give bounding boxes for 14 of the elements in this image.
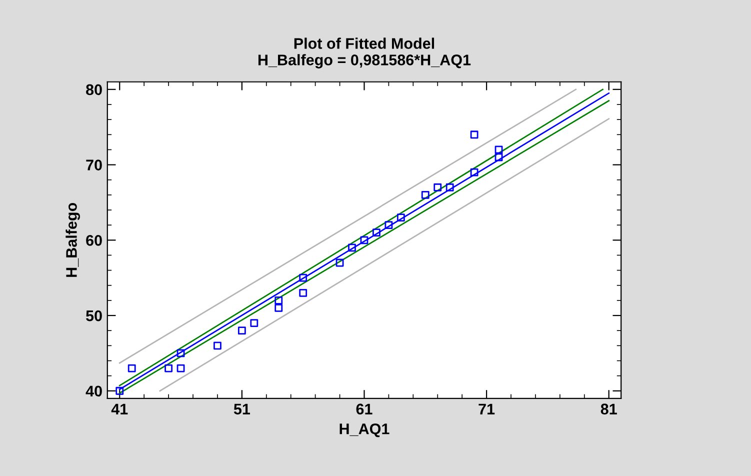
y-tick-label: 50 [86,310,102,322]
x-tick-label: 51 [234,404,250,414]
chart-subtitle: H_Balfego = 0,981586*H_AQ1 [258,54,471,68]
y-tick-label: 70 [86,160,102,170]
x-tick-label: 71 [478,404,495,414]
y-tick-label: 80 [86,84,102,96]
y-tick-label: 60 [86,235,102,246]
x-tick-label: 61 [356,404,372,414]
y-axis-title: H_Balfego [66,202,80,277]
chart-title: Plot of Fitted Model [294,38,434,49]
x-tick-label: 41 [111,404,128,414]
y-tick-label: 40 [86,386,102,397]
x-axis-title: H_AQ1 [340,423,390,438]
x-tick-label: 81 [600,404,617,414]
